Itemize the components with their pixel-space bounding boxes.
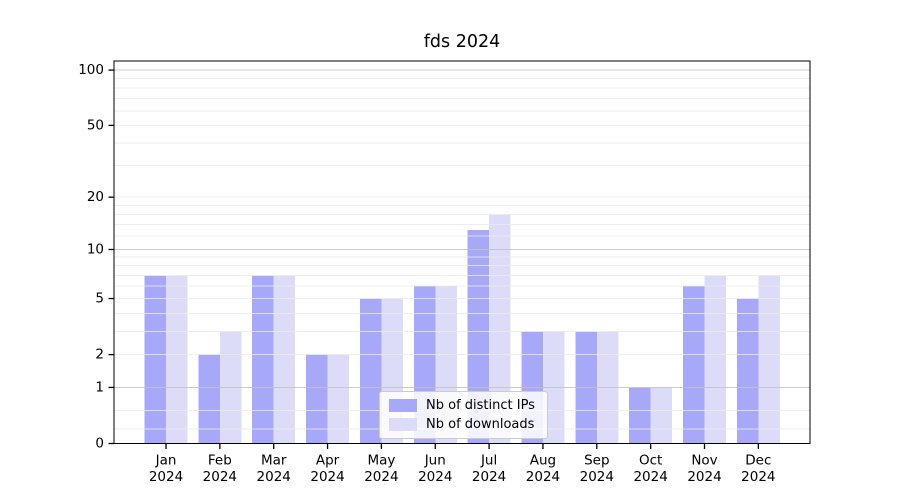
x-tick-label: Jun 2024 [418, 453, 452, 486]
x-tick-label: Feb 2024 [203, 453, 237, 486]
bar-dec-series1 [758, 275, 780, 444]
chart-title: fds 2024 [423, 32, 501, 52]
y-tick-label: 2 [95, 347, 104, 363]
plot-border [113, 60, 811, 445]
bar-jul-series1 [489, 214, 511, 444]
x-tick-label: Aug 2024 [526, 453, 560, 486]
bar-mar-series0 [252, 275, 274, 444]
y-tick-label: 100 [78, 62, 104, 78]
bar-apr-series1 [327, 354, 350, 444]
bar-apr-series0 [306, 354, 328, 444]
y-tick-label: 5 [95, 291, 104, 307]
legend-label-downloads: Nb of downloads [426, 417, 535, 432]
x-tick-label: Dec 2024 [741, 453, 775, 486]
x-tick-label: Oct 2024 [633, 453, 667, 486]
bar-oct-series1 [650, 387, 673, 444]
bar-dec-series0 [736, 298, 759, 444]
bar-may-series0 [359, 298, 382, 444]
bar-mar-series1 [273, 275, 296, 444]
y-tick-label: 20 [87, 189, 104, 205]
y-tick-label: 10 [87, 241, 104, 257]
legend-item-distinct-ips: Nb of distinct IPs [389, 398, 537, 413]
x-tick-label: May 2024 [364, 453, 398, 486]
y-tick-label: 0 [95, 436, 104, 452]
bar-oct-series0 [629, 387, 651, 444]
legend-swatch-downloads [389, 418, 417, 431]
legend-item-downloads: Nb of downloads [389, 417, 537, 432]
x-tick-label: Sep 2024 [580, 453, 614, 486]
bar-nov-series1 [704, 275, 726, 444]
bar-jul-series0 [467, 229, 490, 444]
x-tick-label: Jan 2024 [149, 453, 183, 486]
x-tick-label: Apr 2024 [310, 453, 344, 486]
x-tick-label: Nov 2024 [687, 453, 721, 486]
legend-swatch-distinct-ips [389, 399, 417, 412]
y-tick-label: 1 [95, 379, 104, 395]
legend-label-distinct-ips: Nb of distinct IPs [426, 398, 535, 413]
x-tick-label: Jul 2024 [472, 453, 506, 486]
y-tick-label: 50 [87, 117, 104, 133]
bar-nov-series0 [683, 286, 705, 444]
bar-feb-series0 [198, 354, 220, 444]
legend: Nb of distinct IPs Nb of downloads [379, 391, 548, 439]
x-tick-label: Mar 2024 [257, 453, 291, 486]
bar-jan-series0 [144, 275, 166, 444]
bar-jan-series1 [166, 275, 188, 444]
